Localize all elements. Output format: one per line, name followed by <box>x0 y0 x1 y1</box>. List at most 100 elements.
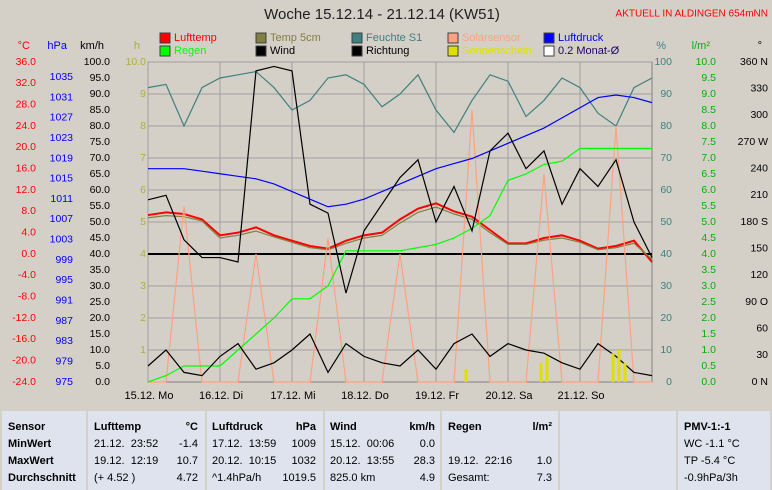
sunshine-bar <box>464 369 468 382</box>
table-header: Sensor <box>8 421 46 433</box>
table-cell <box>2 411 86 490</box>
y-tick-label: 40 <box>660 248 672 260</box>
y-tick-label: 90 O <box>745 296 768 308</box>
y-tick-label: 30 <box>660 280 672 292</box>
chart-title: Woche 15.12.14 - 21.12.14 (KW51) <box>264 6 500 23</box>
table-cell-text: 1009 <box>292 438 316 450</box>
table-header: Wind <box>330 421 357 433</box>
y-tick-label: 1019 <box>50 152 74 164</box>
y-tick-label: 0.0 <box>701 376 716 388</box>
table-cell-text: 19.12. 22:16 <box>448 455 512 467</box>
y-tick-label: 20.0 <box>16 141 37 153</box>
table-header: km/h <box>409 421 435 433</box>
legend-swatch <box>543 32 555 44</box>
table-cell-text: 17.12. 13:59 <box>212 438 276 450</box>
x-tick-label: 16.12. Di <box>199 390 243 402</box>
table-cell-text: 20.12. 13:55 <box>330 455 394 467</box>
legend-label: 0.2 Monat-Ø <box>558 45 620 57</box>
y-tick-label: 1007 <box>50 213 74 225</box>
y-tick-label: 1 <box>140 344 146 356</box>
y-tick-label: 20 <box>660 312 672 324</box>
y-tick-label: 1011 <box>50 193 73 205</box>
table-cell <box>207 411 323 490</box>
y-tick-label: 28.0 <box>16 98 37 110</box>
table-cell-text: 20.12. 10:15 <box>212 455 276 467</box>
y-tick-label: 120 <box>750 269 768 281</box>
y-tick-label: 40.0 <box>90 248 111 260</box>
y-tick-label: 16.0 <box>16 162 37 174</box>
y-tick-label: 210 <box>750 189 768 201</box>
y-tick-label: 50.0 <box>90 216 111 228</box>
y-tick-label: 70.0 <box>90 152 111 164</box>
axis-unit-label: h <box>134 40 140 52</box>
y-tick-label: 0.5 <box>701 360 716 372</box>
y-tick-label: 90.0 <box>90 88 111 100</box>
y-tick-label: 5.0 <box>701 216 716 228</box>
sunshine-bar <box>611 353 615 382</box>
y-tick-label: 100 <box>654 56 672 68</box>
legend-swatch <box>255 45 267 57</box>
table-cell-text: WC -1.1 °C <box>684 438 740 450</box>
y-tick-label: 45.0 <box>90 232 111 244</box>
y-tick-label: 50 <box>660 216 672 228</box>
y-tick-label: 0.0 <box>21 248 36 260</box>
row-label: Durchschnitt <box>8 472 76 484</box>
table-cell-text: 21.12. 23:52 <box>94 438 158 450</box>
y-tick-label: 150 <box>750 242 768 254</box>
y-tick-label: 240 <box>750 162 768 174</box>
y-tick-label: 10 <box>660 344 672 356</box>
location-label: AKTUELL IN ALDINGEN 654mNN <box>616 9 768 20</box>
y-tick-label: 35.0 <box>90 264 111 276</box>
y-tick-label: 95.0 <box>90 72 111 84</box>
table-cell-text: 825.0 km <box>330 472 375 484</box>
y-tick-label: 5 <box>140 216 146 228</box>
y-tick-label: 32.0 <box>16 77 37 89</box>
x-tick-label: 19.12. Fr <box>415 390 459 402</box>
y-tick-label: 1035 <box>50 71 74 83</box>
y-tick-label: 975 <box>55 376 73 388</box>
table-cell-text: ^1.4hPa/h <box>212 472 261 484</box>
y-tick-label: 5.0 <box>95 360 110 372</box>
x-tick-label: 15.12. Mo <box>125 390 174 402</box>
y-tick-label: 4.0 <box>21 226 36 238</box>
y-tick-label: 85.0 <box>90 104 111 116</box>
y-tick-label: 100.0 <box>84 56 110 68</box>
legend-label: Temp 5cm <box>270 32 321 44</box>
y-tick-label: 1023 <box>50 132 74 144</box>
table-cell <box>442 411 558 490</box>
y-tick-label: 987 <box>55 315 73 327</box>
table-cell <box>325 411 440 490</box>
axis-unit-label: km/h <box>80 40 104 52</box>
table-cell-text: 10.7 <box>177 455 198 467</box>
y-tick-label: 10.0 <box>126 56 147 68</box>
legend-label: Regen <box>174 45 206 57</box>
y-tick-label: 8.0 <box>21 205 36 217</box>
y-tick-label: -8.0 <box>18 290 36 302</box>
table-cell-text: 15.12. 00:06 <box>330 438 394 450</box>
table-cell-text: 1.0 <box>537 455 552 467</box>
series-line <box>147 206 653 260</box>
y-tick-label: 1031 <box>50 91 74 103</box>
y-tick-label: 8 <box>140 120 146 132</box>
y-tick-label: 65.0 <box>90 168 111 180</box>
legend-swatch <box>351 45 363 57</box>
table-cell-text: 0.0 <box>420 438 435 450</box>
x-tick-label: 20.12. Sa <box>485 390 533 402</box>
y-tick-label: 991 <box>55 295 73 307</box>
series-line <box>148 94 653 208</box>
y-tick-label: 0 N <box>752 376 768 388</box>
series-line <box>147 147 652 383</box>
y-tick-label: 10.0 <box>90 344 111 356</box>
y-tick-label: 24.0 <box>16 120 37 132</box>
y-tick-label: 180 S <box>741 216 768 228</box>
y-tick-label: 70 <box>660 152 672 164</box>
y-tick-label: 36.0 <box>16 56 37 68</box>
axis-unit-label: l/m² <box>692 40 711 52</box>
y-tick-label: 25.0 <box>90 296 111 308</box>
y-tick-label: 9 <box>140 88 146 100</box>
series-line <box>147 65 653 294</box>
y-tick-label: 55.0 <box>90 200 111 212</box>
legend-label: Lufttemp <box>174 32 217 44</box>
y-tick-label: 7 <box>140 152 146 164</box>
table-cell-text: 4.9 <box>420 472 435 484</box>
